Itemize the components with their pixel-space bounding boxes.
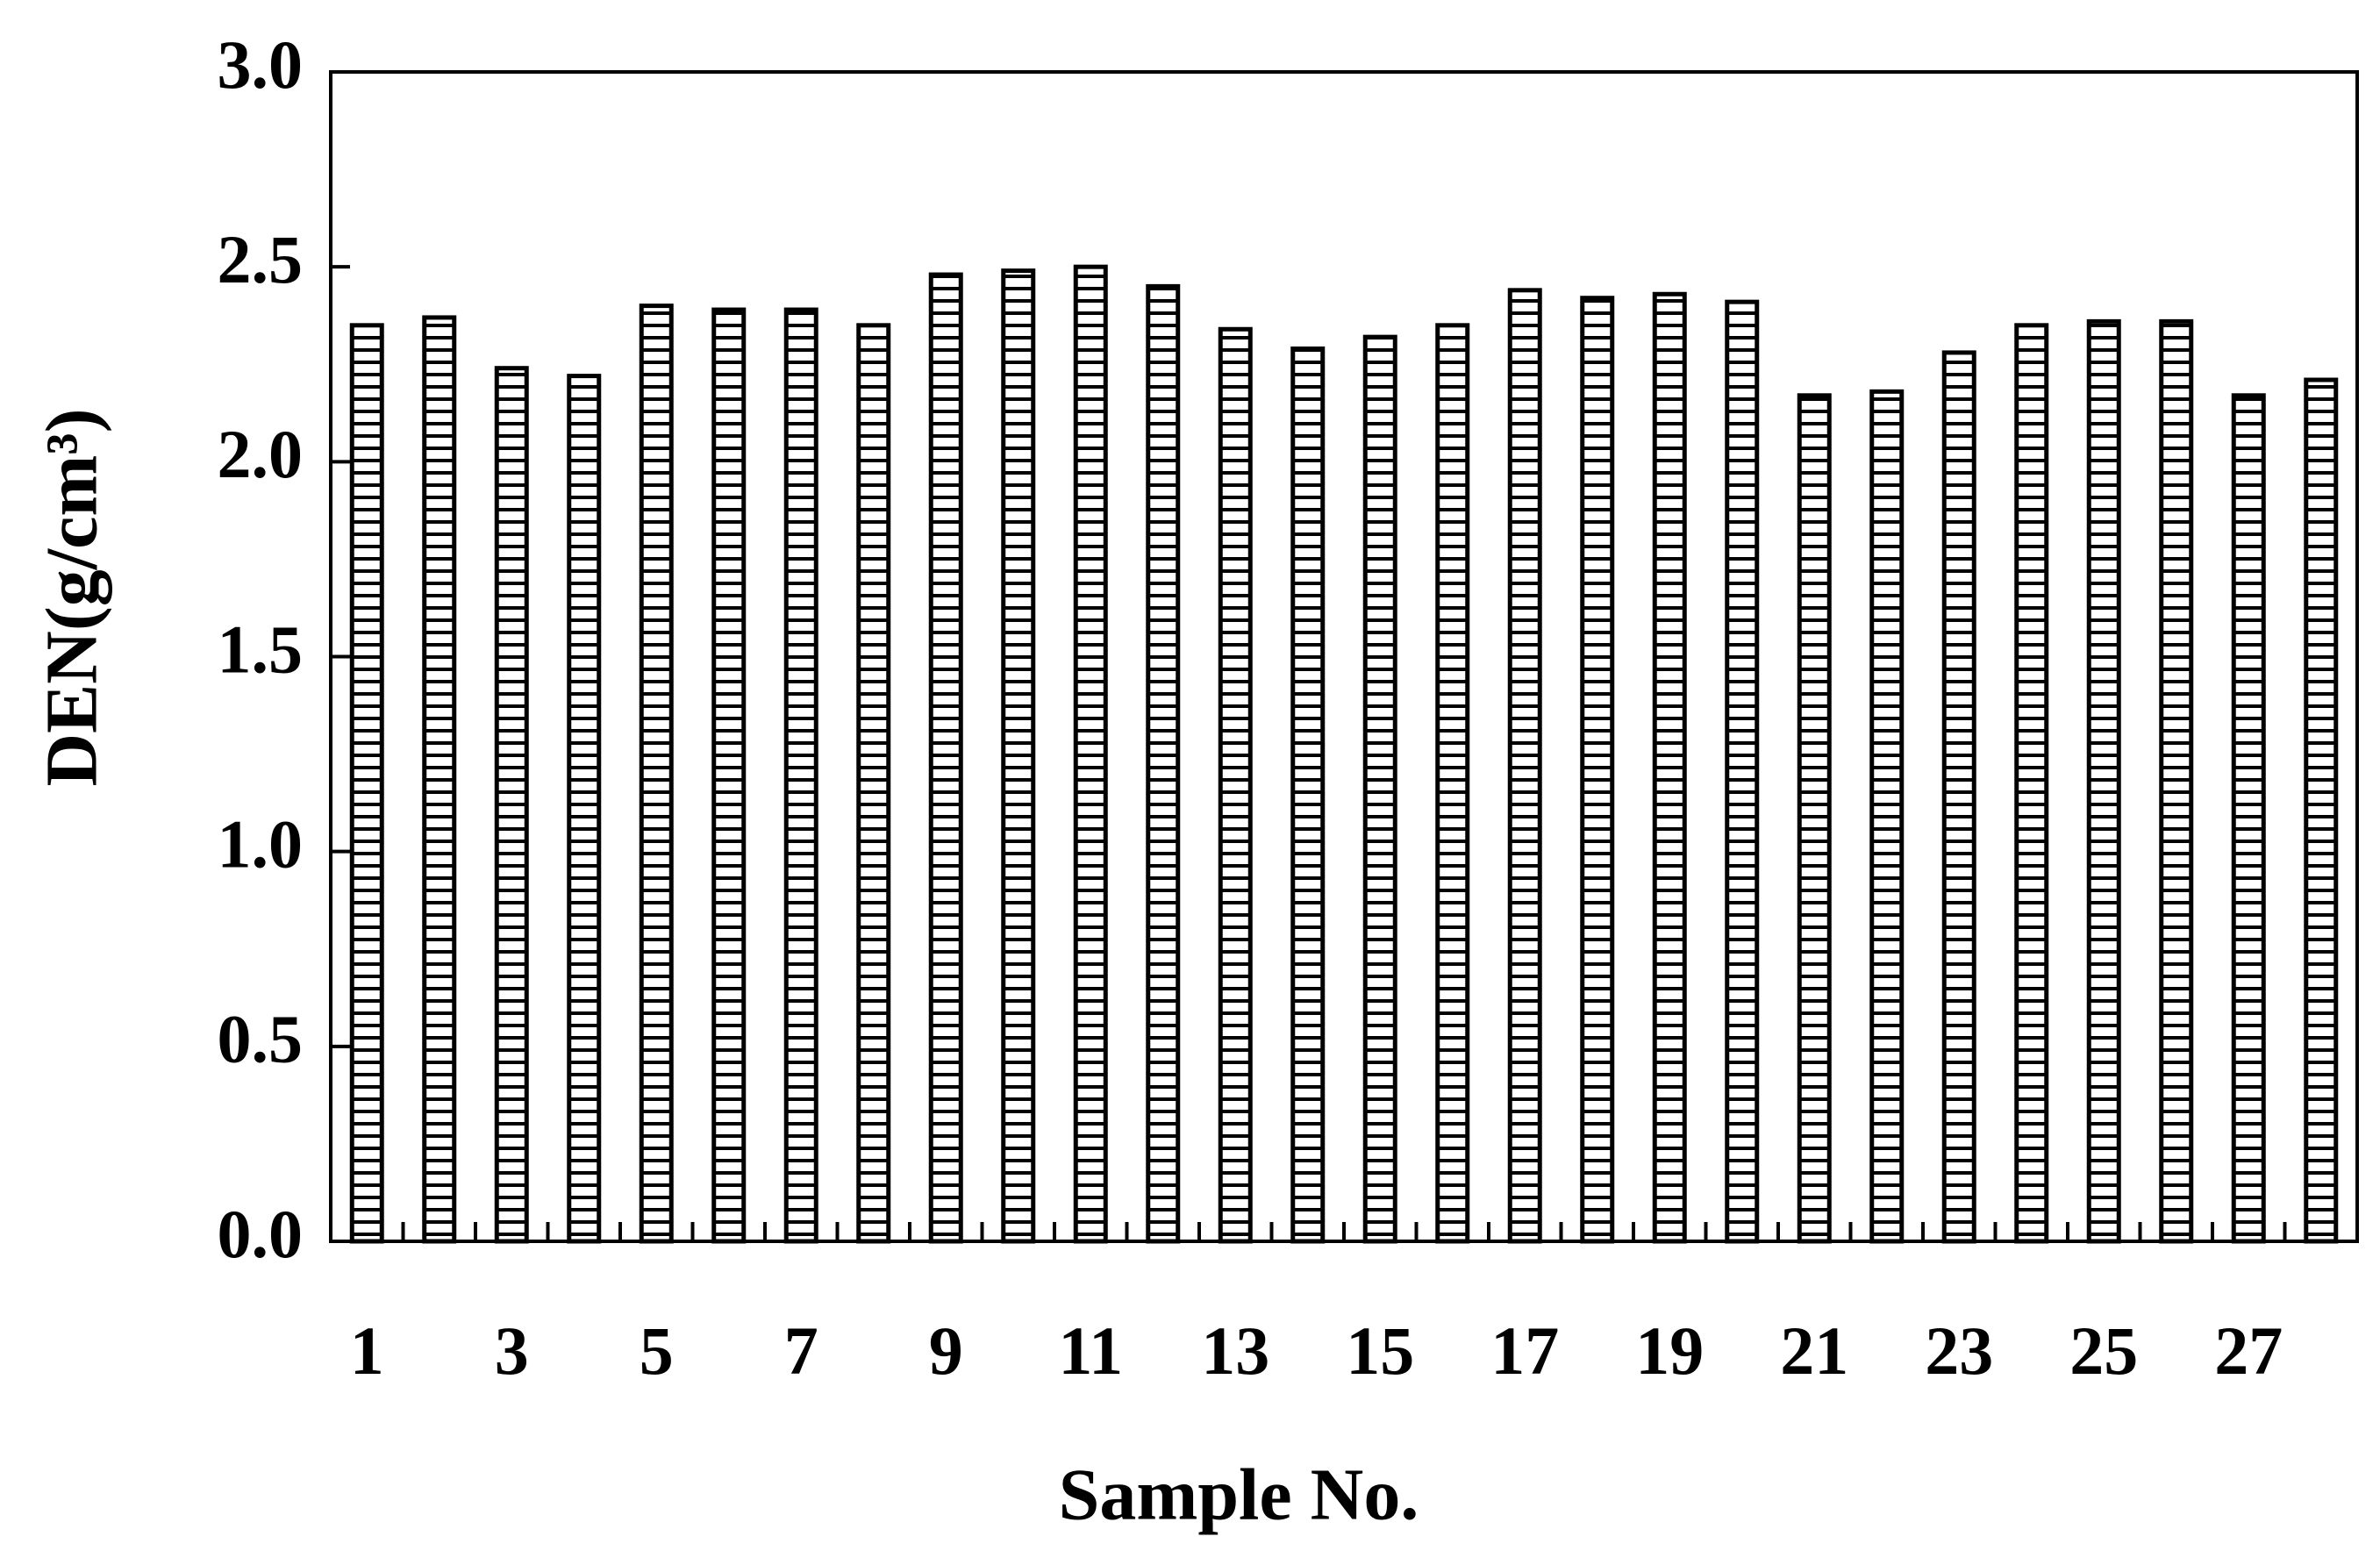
bar [494,366,529,1244]
bar [422,315,457,1244]
bar [711,307,747,1244]
x-tick-label: 15 [1346,1312,1414,1389]
bar [1797,393,1832,1244]
x-tick-label: 5 [640,1312,674,1389]
bar [349,323,384,1244]
bar [1290,346,1326,1244]
bar [2304,377,2339,1244]
bar [567,374,602,1244]
bar [1725,299,1760,1244]
x-tick-label: 23 [1925,1312,1993,1389]
x-tick-label: 7 [784,1312,818,1389]
x-tick-label: 3 [495,1312,529,1389]
y-tick-label: 0.5 [218,1001,304,1077]
x-tick-label: 13 [1201,1312,1269,1389]
bar [1362,334,1397,1244]
bar [856,323,891,1244]
y-tick-label: 3.0 [218,26,304,103]
y-tick-label: 0.0 [218,1196,304,1272]
bar [1652,291,1687,1244]
x-axis-title: Sample No. [1059,1454,1419,1535]
bar [1941,350,1976,1244]
bar [783,307,818,1244]
y-axis-title: DEN(g/cm³) [31,408,112,786]
y-tick-label: 1.5 [218,611,304,687]
bar [1001,268,1036,1244]
bar [1507,288,1542,1244]
bar [1435,323,1470,1244]
y-tick-label: 2.5 [218,221,304,297]
bar [1073,264,1108,1244]
bar [1146,283,1181,1244]
bar [2014,323,2049,1244]
x-tick-label: 19 [1635,1312,1704,1389]
x-tick-label: 25 [2069,1312,2138,1389]
bar [1218,326,1253,1244]
bar [2159,318,2194,1244]
bar [2086,318,2121,1244]
plot-frame [329,70,2359,1243]
bar [1580,296,1615,1244]
x-tick-label: 27 [2214,1312,2283,1389]
x-tick-label: 17 [1490,1312,1559,1389]
bar [2231,393,2266,1244]
bar [1869,389,1905,1244]
bar [639,304,674,1244]
x-tick-label: 9 [929,1312,963,1389]
x-tick-label: 21 [1780,1312,1848,1389]
y-tick-label: 1.0 [218,806,304,883]
x-tick-label: 11 [1058,1312,1123,1389]
bar [928,272,963,1244]
y-tick-label: 2.0 [218,416,304,492]
x-tick-label: 1 [350,1312,384,1389]
